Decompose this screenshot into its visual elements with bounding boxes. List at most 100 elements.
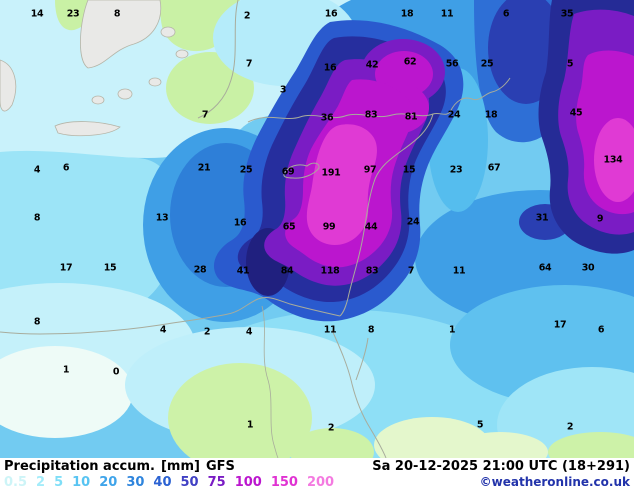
map-value: 1 (246, 419, 254, 431)
map-value: 2 (566, 421, 574, 433)
map-value: 7 (245, 58, 253, 70)
map-value: 16 (233, 217, 247, 229)
product-label: Precipitation accum. (4, 458, 155, 474)
land-greece (0, 0, 189, 137)
map-value: 31 (535, 212, 549, 224)
map-value: 2 (203, 326, 211, 338)
map-value: 9 (596, 213, 604, 225)
map-value: 8 (113, 8, 121, 20)
map-value: 0 (112, 366, 120, 378)
map-value: 8 (33, 316, 41, 328)
map-value: 42 (365, 59, 379, 71)
map-value: 25 (239, 164, 253, 176)
map-value: 62 (403, 56, 417, 68)
right-precip-maximum (538, 0, 634, 254)
map-value: 97 (363, 164, 377, 176)
map-value: 16 (324, 8, 338, 20)
map-value: 41 (236, 265, 250, 277)
map-value: 44 (364, 221, 378, 233)
map-value: 64 (538, 262, 552, 274)
map-value: 17 (553, 319, 567, 331)
map-value: 1 (62, 364, 70, 376)
map-value: 56 (445, 58, 459, 70)
model-label: GFS (205, 458, 235, 474)
legend-value: 40 (153, 474, 172, 490)
map-value: 23 (66, 8, 80, 20)
map-value: 5 (476, 419, 484, 431)
legend-value: 100 (234, 474, 262, 490)
map-value: 6 (502, 8, 510, 20)
map-value: 2 (243, 10, 251, 22)
map-title: Precipitation accum. [mm] GFS (4, 459, 235, 474)
map-value: 84 (280, 265, 294, 277)
map-value: 99 (322, 221, 336, 233)
map-value: 13 (155, 212, 169, 224)
map-value: 6 (597, 324, 605, 336)
map-value: 35 (560, 8, 574, 20)
map-footer: Precipitation accum. [mm] GFS Sa 20-12-2… (0, 458, 634, 490)
map-value: 8 (33, 212, 41, 224)
map-value: 14 (30, 8, 44, 20)
map-value: 25 (480, 58, 494, 70)
map-value: 81 (404, 111, 418, 123)
map-value: 17 (59, 262, 73, 274)
map-value: 4 (245, 326, 253, 338)
map-value: 18 (400, 8, 414, 20)
map-value: 134 (603, 154, 623, 166)
footer-legend-row: 0.5 2 5 10 20 30 40 50 75 100 150 200 ©weatheronlin… (0, 474, 634, 490)
map-value: 69 (281, 166, 295, 178)
map-value: 2 (327, 422, 335, 434)
map-value: 191 (321, 167, 341, 179)
map-value: 8 (367, 324, 375, 336)
map-value: 118 (320, 265, 340, 277)
map-value: 5 (566, 58, 574, 70)
map-value: 15 (402, 164, 416, 176)
map-value: 24 (406, 216, 420, 228)
map-value: 21 (197, 162, 211, 174)
map-value: 18 (484, 109, 498, 121)
map-value: 65 (282, 221, 296, 233)
map-value: 24 (447, 109, 461, 121)
legend-value: 20 (99, 474, 118, 490)
map-value: 15 (103, 262, 117, 274)
map-value: 3 (279, 84, 287, 96)
legend-value: 50 (180, 474, 199, 490)
map-value: 30 (581, 262, 595, 274)
map-value: 36 (320, 112, 334, 124)
map-value: 6 (62, 162, 70, 174)
map-value: 28 (193, 264, 207, 276)
map-value: 7 (407, 265, 415, 277)
map-value: 23 (449, 164, 463, 176)
map-canvas (0, 0, 634, 458)
legend-value: 150 (270, 474, 298, 490)
legend-value: 10 (72, 474, 91, 490)
map-values: 14 23 8 2 16 18 11 6 35 7 16 42 62 56 25 5 3 7 36 83 81 24 18 4… (30, 8, 623, 434)
precipitation-map: 14 23 8 2 16 18 11 6 35 7 16 42 62 56 25 5 3 7 36 83 81 24 18 4… (0, 0, 634, 458)
legend-value: 0.5 (4, 474, 28, 490)
legend-value: 200 (306, 474, 335, 490)
coastlines (0, 0, 511, 458)
map-value: 83 (364, 109, 378, 121)
central-precip-maximum (213, 20, 464, 322)
map-value: 67 (487, 162, 501, 174)
map-value: 16 (323, 62, 337, 74)
precip-regions (0, 0, 634, 458)
map-value: 11 (440, 8, 454, 20)
unit-label: [mm] (160, 458, 200, 474)
map-value: 11 (323, 324, 337, 336)
map-value: 11 (452, 265, 466, 277)
map-value: 1 (448, 324, 456, 336)
map-value: 4 (33, 164, 41, 176)
map-value: 45 (569, 107, 583, 119)
map-value: 7 (201, 109, 209, 121)
map-value: 83 (365, 265, 379, 277)
legend-scale: 0.5 2 5 10 20 30 40 50 75 100 150 200 (4, 475, 334, 490)
map-value: 4 (159, 324, 167, 336)
legend-value: 30 (126, 474, 145, 490)
legend-value: 5 (54, 474, 64, 490)
footer-title-row: Precipitation accum. [mm] GFS Sa 20-12-2… (0, 458, 634, 474)
legend-value: 2 (36, 474, 46, 490)
valid-time: Sa 20-12-2025 21:00 UTC (18+291) (372, 458, 630, 474)
copyright: ©weatheronline.co.uk (479, 475, 630, 489)
